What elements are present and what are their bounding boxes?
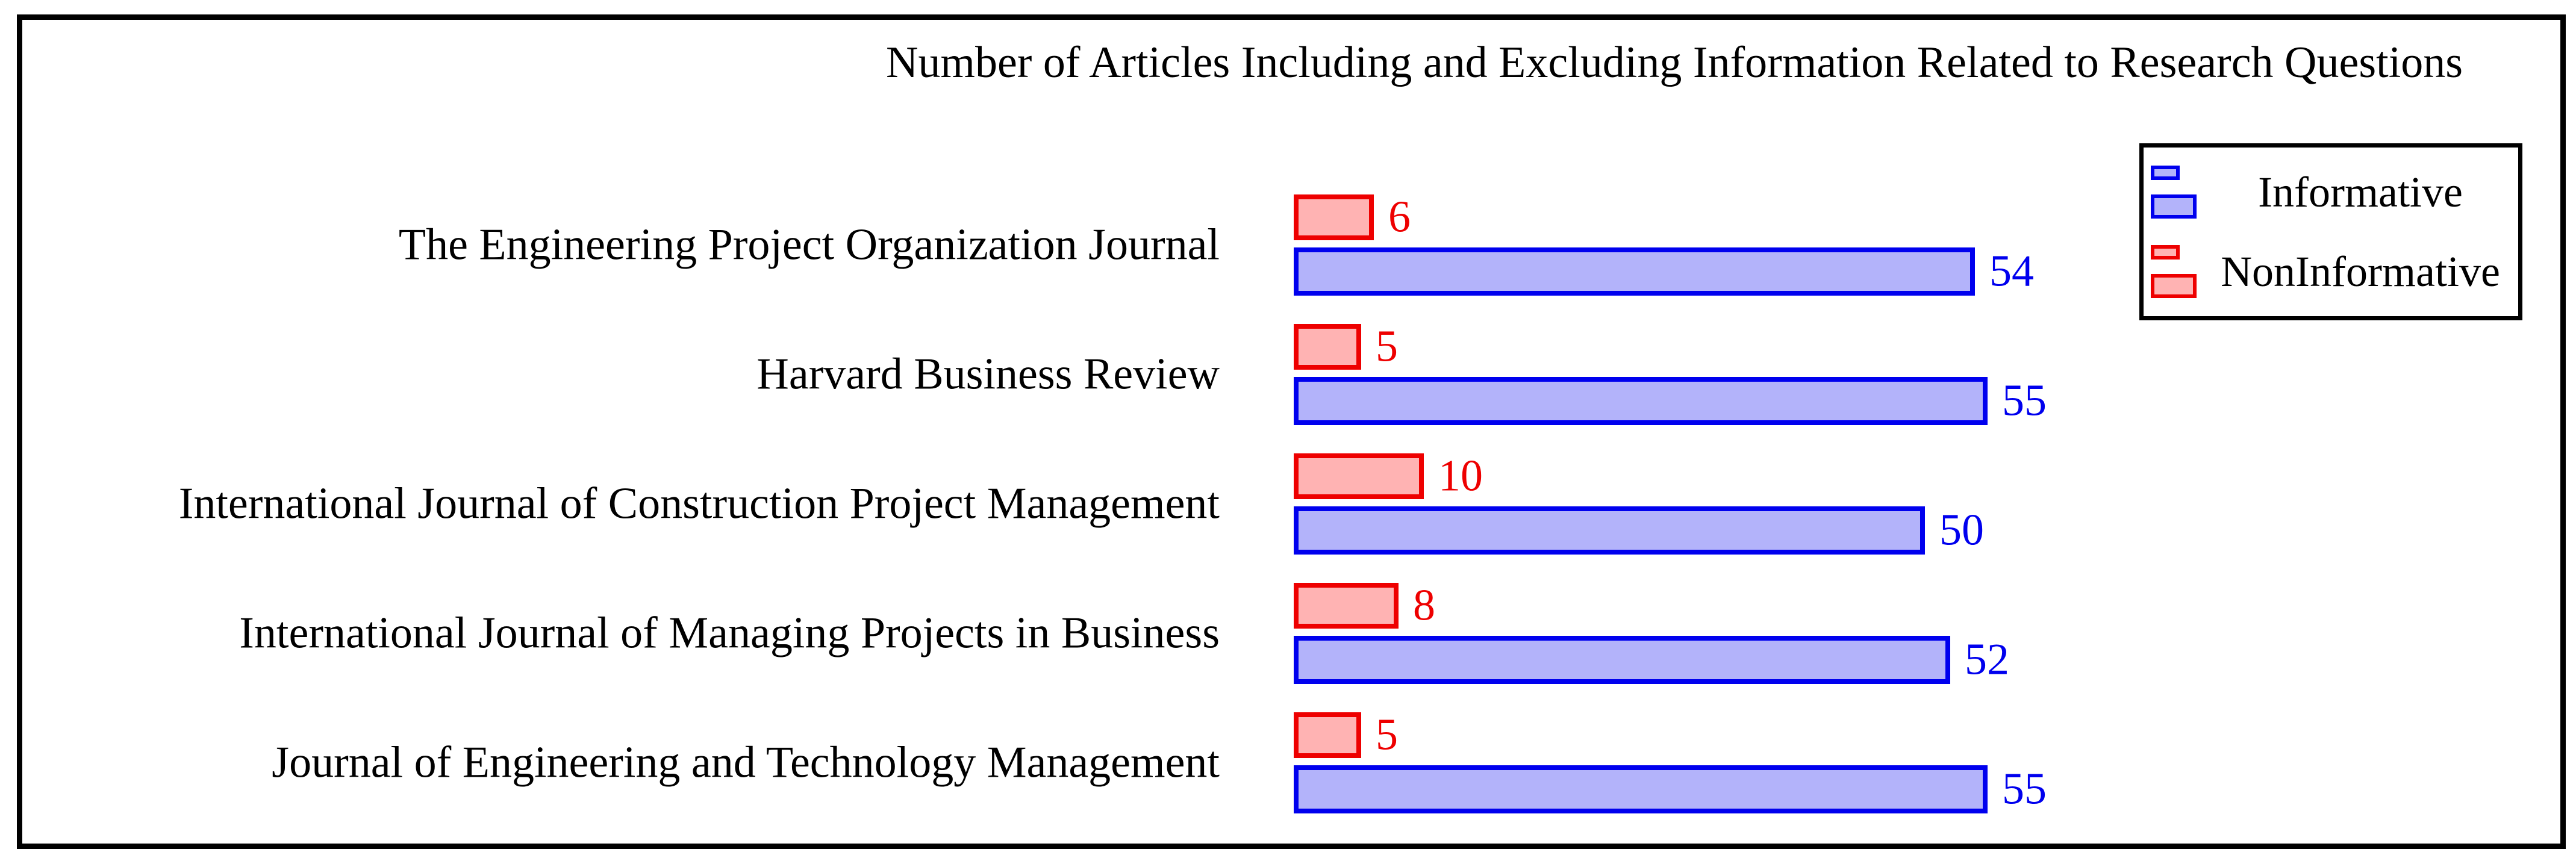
legend-entry-informative: Informative <box>2147 152 2515 232</box>
legend-bar-swatch-icon <box>2151 245 2206 298</box>
legend-label: Informative <box>2258 167 2463 216</box>
bar-noninformative <box>1294 453 1424 499</box>
chart-title: Number of Articles Including and Excludi… <box>885 38 2463 87</box>
bar-noninformative <box>1294 324 1361 370</box>
legend: Informative NonInformative <box>2139 143 2522 320</box>
bar-noninformative <box>1294 583 1399 629</box>
value-label-informative: 50 <box>1939 505 1984 555</box>
value-label-noninformative: 10 <box>1438 451 1483 501</box>
bar-informative <box>1294 636 1950 684</box>
legend-label: NonInformative <box>2221 247 2500 296</box>
figure-frame <box>17 14 2566 849</box>
category-label: Harvard Business Review <box>756 349 1220 399</box>
bar-informative <box>1294 506 1925 555</box>
legend-swatch-large-bar <box>2151 274 2197 298</box>
legend-bar-swatch-icon <box>2151 166 2206 219</box>
value-label-noninformative: 8 <box>1413 580 1435 630</box>
value-label-informative: 55 <box>2002 764 2047 814</box>
value-label-noninformative: 5 <box>1376 710 1398 760</box>
bar-noninformative <box>1294 712 1361 758</box>
value-label-noninformative: 6 <box>1388 192 1411 242</box>
bar-informative <box>1294 377 1988 425</box>
legend-swatch-small-bar <box>2151 245 2180 260</box>
legend-swatch-large-bar <box>2151 194 2197 219</box>
bar-informative <box>1294 765 1988 813</box>
value-label-informative: 54 <box>1989 246 2034 296</box>
bar-informative <box>1294 247 1975 296</box>
legend-swatch-small-bar <box>2151 166 2180 180</box>
category-label: International Journal of Construction Pr… <box>178 479 1220 529</box>
value-label-informative: 52 <box>1965 635 2009 685</box>
category-label: Journal of Engineering and Technology Ma… <box>272 738 1220 788</box>
legend-entry-noninformative: NonInformative <box>2147 232 2515 311</box>
bar-noninformative <box>1294 194 1374 240</box>
category-label: The Engineering Project Organization Jou… <box>398 220 1220 270</box>
value-label-informative: 55 <box>2002 376 2047 426</box>
category-label: International Journal of Managing Projec… <box>239 608 1220 658</box>
value-label-noninformative: 5 <box>1376 322 1398 371</box>
